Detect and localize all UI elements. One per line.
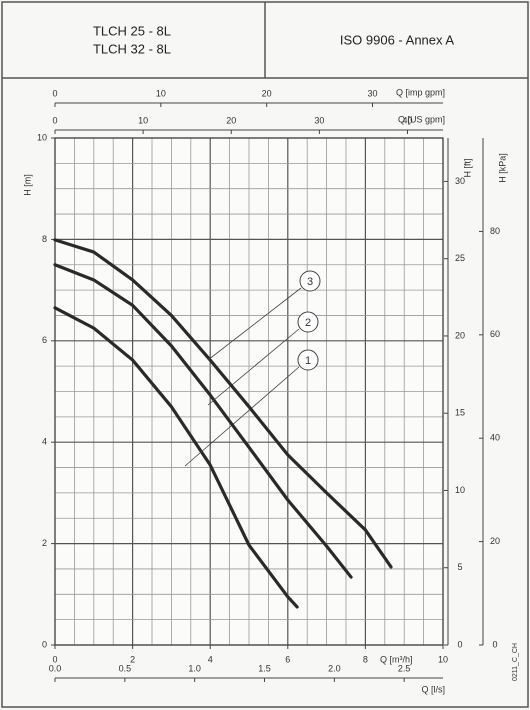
pump-curve [53,306,299,609]
x-axis-title: Q [m³/h] [380,654,413,664]
axis-tick-label: 60 [490,329,500,339]
axis-tick-label: 5 [457,562,462,572]
axis-tick-label: 30 [314,115,324,125]
axis-tick-label: 80 [490,226,500,236]
curve-badge [297,311,319,333]
axis-tick-label: 20 [490,536,500,546]
axis-title: Q [imp gpm] [396,87,445,97]
axis-title: H [kPa] [497,153,507,183]
axis-tick-label: 15 [455,408,465,418]
y-tick-label: 8 [42,234,47,244]
axis-tick-label: 25 [455,253,465,263]
axis-tick-label: 0 [492,639,497,649]
y-tick-label: 2 [42,538,47,548]
y-tick-label: 4 [42,437,47,447]
axis-tick-label: 1.5 [258,663,271,673]
axis-tick-label: 0 [52,88,57,98]
curve-badge [299,270,321,292]
axis-tick-label: 20 [262,88,272,98]
axis-tick-label: 2.0 [328,663,341,673]
axis-tick-label: 2.5 [398,663,411,673]
axis-tick-label: 20 [455,330,465,340]
axis-tick-label: 10 [138,115,148,125]
y-tick-label: 0 [42,639,47,649]
x-tick-label: 10 [438,654,448,664]
curve-badge [297,349,319,371]
pump-curve [53,263,353,579]
y-tick-label: 6 [42,335,47,345]
axis-title: Q [US gpm] [398,114,445,124]
standard: ISO 9906 - Annex A [340,32,455,47]
axis-tick-label: 0.5 [119,663,132,673]
leader-line [207,328,300,406]
axis-tick-label: 0 [457,639,462,649]
leader-line [207,287,302,361]
axis-tick-label: 20 [226,115,236,125]
curve-label: 3 [307,276,313,288]
y-tick-label: 10 [37,132,47,142]
axis-tick-label: 40 [402,115,412,125]
axis-tick-label: 10 [156,88,166,98]
model-name: TLCH 32 - 8L [93,41,171,56]
axis-tick-label: 0 [52,115,57,125]
model-name: TLCH 25 - 8L [93,23,171,38]
x-tick-label: 8 [363,654,368,664]
drawing-code: 0211_C_CH [512,643,519,681]
axis-tick-label: 40 [490,433,500,443]
axis-title: Q [l/s] [421,684,445,694]
plot-border [54,137,444,646]
x-tick-label: 0 [52,654,57,664]
pump-curve [53,238,393,569]
axis-tick-label: 10 [455,485,465,495]
axis-tick-label: 1.0 [188,663,201,673]
leader-line [184,366,300,467]
y-axis-title: H [m] [22,174,32,196]
axis-title: H [ft] [462,158,472,177]
axis-tick-label: 30 [455,176,465,186]
x-tick-label: 2 [130,654,135,664]
x-tick-label: 6 [285,654,290,664]
axis-tick-label: 30 [368,88,378,98]
curve-label: 1 [305,355,311,367]
x-tick-label: 4 [208,654,213,664]
curve-label: 2 [305,317,311,329]
axis-tick-label: 0.0 [49,663,62,673]
